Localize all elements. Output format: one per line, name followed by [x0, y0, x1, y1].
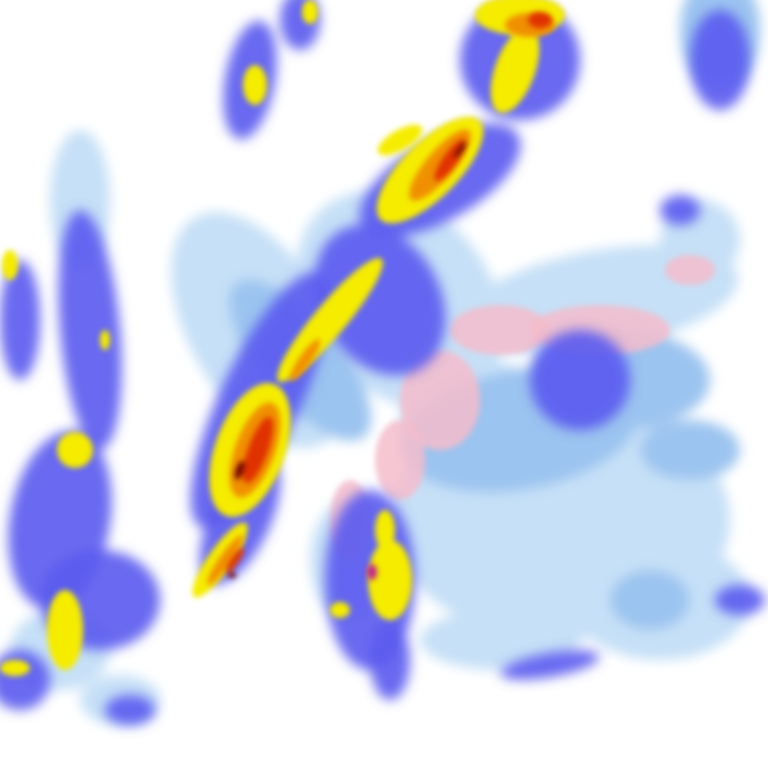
very-heavy-echo-cell — [289, 339, 321, 381]
heavy-echo-cell — [490, 27, 540, 113]
heavy-echo-cell — [2, 250, 18, 280]
extreme-echo-cell — [234, 460, 246, 480]
heavy-echo-cell — [330, 602, 350, 618]
intense-echo-cell — [225, 547, 245, 573]
light-echo-cell — [610, 570, 690, 630]
extreme-echo-cell — [453, 141, 467, 159]
mixed-heavy-cell — [367, 564, 377, 580]
moderate-echo-cell — [690, 10, 750, 110]
moderate-echo-cell — [715, 585, 765, 615]
mixed-precip-cell — [400, 350, 480, 450]
very-heavy-echo-cell — [207, 535, 243, 585]
moderate-echo-cell — [500, 650, 600, 680]
heavy-echo-cell — [57, 432, 93, 468]
moderate-echo-cell — [314, 224, 446, 376]
mixed-precip-cell — [665, 255, 715, 285]
heavy-echo-cell — [47, 590, 83, 670]
intense-echo-cell — [242, 416, 274, 484]
moderate-echo-cell — [530, 330, 630, 430]
heavy-echo-cell — [368, 540, 412, 620]
heavy-echo-cell — [302, 0, 318, 24]
moderate-echo-cell — [660, 195, 700, 225]
mixed-precip-cell — [375, 420, 425, 500]
heavy-echo-cell — [100, 330, 110, 350]
mixed-precip-cell — [450, 305, 550, 355]
heavy-echo-cell — [243, 65, 267, 105]
moderate-echo-cell — [0, 260, 40, 380]
moderate-echo-cell — [105, 695, 155, 725]
heavy-echo-cell — [0, 660, 30, 676]
light-echo-cell — [640, 420, 740, 480]
heavy-echo-cell — [377, 124, 423, 156]
mixed-precip-layer — [330, 255, 715, 560]
extreme-echo-cell — [228, 572, 236, 578]
heavy-echo-cell — [277, 257, 383, 383]
intense-echo-cell — [528, 12, 552, 28]
moderate-echo-cell — [58, 210, 122, 450]
heavy-echo-cell — [375, 510, 395, 550]
moderate-echo-cell — [370, 620, 410, 700]
intense-echo-layer — [225, 12, 552, 580]
